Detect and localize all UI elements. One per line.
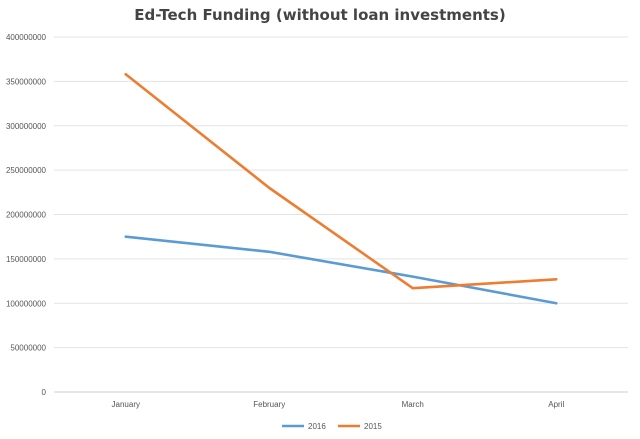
legend-label-2016: 2016	[308, 422, 326, 431]
y-tick-label: 50000000	[10, 344, 46, 353]
y-tick-label: 0	[42, 388, 47, 397]
x-tick-label: February	[253, 400, 285, 409]
series-line-2015	[124, 72, 558, 290]
y-tick-label: 350000000	[6, 77, 47, 86]
y-tick-label: 150000000	[6, 255, 47, 264]
x-tick-label: April	[548, 400, 564, 409]
x-tick-label: March	[402, 400, 424, 409]
legend-label-2015: 2015	[364, 422, 382, 431]
y-tick-label: 200000000	[6, 211, 47, 220]
series-line-2016	[124, 235, 558, 305]
chart-title: Ed-Tech Funding (without loan investment…	[134, 6, 506, 24]
y-tick-label: 100000000	[6, 299, 47, 308]
y-tick-label: 400000000	[6, 33, 47, 42]
y-tick-label: 250000000	[6, 166, 47, 175]
y-tick-label: 300000000	[6, 122, 47, 131]
x-tick-label: January	[112, 400, 140, 409]
